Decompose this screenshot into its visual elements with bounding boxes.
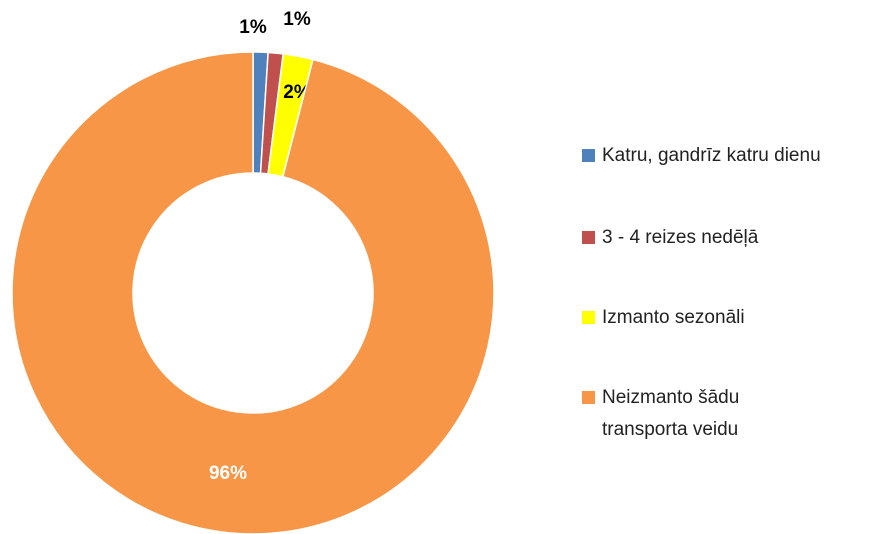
legend-item: Katru, gandrīz katru dienu bbox=[582, 140, 882, 172]
donut-slice bbox=[11, 51, 495, 534]
legend-swatch bbox=[582, 149, 595, 162]
legend-swatch bbox=[582, 231, 595, 244]
legend-label: Katru, gandrīz katru dienu bbox=[602, 145, 821, 166]
legend-item: 3 - 4 reizes nedēļā bbox=[582, 222, 882, 254]
legend-label: Neizmanto šādu transporta veidu bbox=[602, 387, 740, 440]
data-label: 1% bbox=[239, 17, 267, 38]
legend-swatch bbox=[582, 391, 595, 404]
legend-item: Neizmanto šādu transporta veidu bbox=[582, 382, 792, 446]
data-label: 1% bbox=[283, 9, 311, 30]
legend-item: Izmanto sezonāli bbox=[582, 302, 882, 334]
legend-swatch bbox=[582, 311, 595, 324]
legend-label: 3 - 4 reizes nedēļā bbox=[602, 227, 759, 248]
data-label: 96% bbox=[209, 463, 247, 484]
legend-label: Izmanto sezonāli bbox=[602, 307, 745, 328]
